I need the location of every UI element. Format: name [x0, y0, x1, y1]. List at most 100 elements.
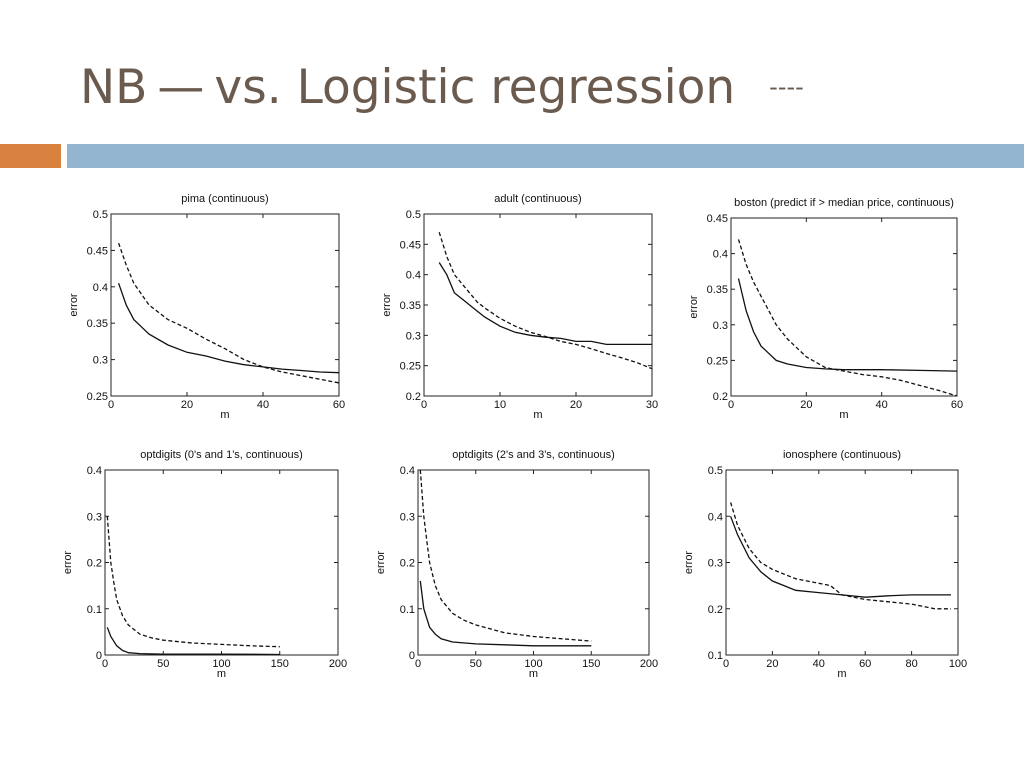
- chart-title: optdigits (2's and 3's, continuous): [452, 449, 615, 461]
- y-tick-label: 0.25: [400, 361, 421, 373]
- y-tick-label: 0.4: [713, 249, 728, 261]
- series-line-solid: [106, 627, 280, 656]
- y-tick-label: 0.4: [400, 465, 415, 477]
- y-tick-label: 0.25: [87, 391, 108, 403]
- series-line-dashed: [419, 469, 592, 642]
- series-line-solid: [737, 278, 958, 372]
- y-tick-label: 0.45: [87, 245, 108, 257]
- plot-frame: [423, 213, 653, 397]
- x-tick-label: 0: [415, 658, 421, 670]
- y-tick-label: 0.3: [400, 511, 415, 523]
- x-axis-label: m: [217, 668, 226, 680]
- chart-panel: [725, 469, 959, 656]
- x-tick-label: 60: [951, 399, 963, 411]
- chart-panel: [423, 213, 653, 397]
- x-tick-label: 200: [640, 658, 658, 670]
- y-tick-label: 0.3: [708, 558, 723, 570]
- x-tick-label: 20: [766, 658, 778, 670]
- x-tick-label: 150: [582, 658, 600, 670]
- x-tick-label: 0: [723, 658, 729, 670]
- x-tick-label: 30: [646, 399, 658, 411]
- title-nb: NB: [80, 59, 148, 115]
- title-vs-logistic: vs. Logistic regression: [214, 59, 736, 115]
- x-tick-label: 100: [524, 658, 542, 670]
- x-tick-label: 20: [800, 399, 812, 411]
- chart-title: pima (continuous): [181, 193, 268, 205]
- y-tick-label: 0.4: [87, 465, 102, 477]
- y-tick-label: 0.3: [93, 355, 108, 367]
- y-tick-label: 0.5: [93, 209, 108, 221]
- accent-bar-blue: [67, 144, 1024, 168]
- y-tick-label: 0.2: [713, 391, 728, 403]
- x-tick-label: 50: [157, 658, 169, 670]
- y-tick-label: 0.35: [707, 284, 728, 296]
- y-tick-label: 0.3: [713, 320, 728, 332]
- series-line-solid: [438, 262, 652, 346]
- x-tick-label: 40: [813, 658, 825, 670]
- plot-frame: [417, 469, 650, 656]
- plot-frame: [730, 217, 958, 397]
- y-tick-label: 0.3: [406, 330, 421, 342]
- plot-frame: [110, 213, 340, 397]
- title-tail: ----: [769, 73, 804, 101]
- x-tick-label: 150: [271, 658, 289, 670]
- slide-title: NB — vs. Logistic regression ----: [80, 52, 814, 122]
- y-tick-label: 0: [96, 650, 102, 662]
- y-tick-label: 0.1: [87, 604, 102, 616]
- y-axis-label: error: [381, 293, 393, 317]
- y-tick-label: 0.2: [708, 604, 723, 616]
- plot-frame: [104, 469, 339, 656]
- y-tick-label: 0.2: [400, 558, 415, 570]
- y-tick-label: 0.1: [708, 650, 723, 662]
- y-tick-label: 0.45: [707, 213, 728, 225]
- x-tick-label: 0: [728, 399, 734, 411]
- y-axis-label: error: [683, 551, 695, 575]
- y-tick-label: 0.4: [93, 282, 108, 294]
- x-tick-label: 60: [859, 658, 871, 670]
- chart-title: ionosphere (continuous): [783, 449, 901, 461]
- x-tick-label: 40: [257, 399, 269, 411]
- series-line-solid: [419, 580, 592, 647]
- x-tick-label: 50: [470, 658, 482, 670]
- x-tick-label: 20: [181, 399, 193, 411]
- x-tick-label: 40: [876, 399, 888, 411]
- x-tick-label: 20: [570, 399, 582, 411]
- y-axis-label: error: [688, 295, 700, 319]
- series-line-solid: [729, 516, 951, 598]
- x-tick-label: 100: [212, 658, 230, 670]
- x-tick-label: 100: [949, 658, 967, 670]
- x-tick-label: 0: [421, 399, 427, 411]
- series-line-dashed: [106, 516, 280, 648]
- x-tick-label: 0: [102, 658, 108, 670]
- y-tick-label: 0.25: [707, 355, 728, 367]
- accent-bar-orange: [0, 144, 61, 168]
- chart-panel: [417, 469, 650, 656]
- chart-panel: [110, 213, 340, 397]
- series-line-dashed: [729, 502, 951, 610]
- x-axis-label: m: [533, 409, 542, 421]
- x-axis-label: m: [837, 668, 846, 680]
- y-tick-label: 0: [409, 650, 415, 662]
- y-tick-label: 0.2: [406, 391, 421, 403]
- y-tick-label: 0.4: [708, 511, 723, 523]
- x-tick-label: 60: [333, 399, 345, 411]
- chart-title: boston (predict if > median price, conti…: [734, 197, 954, 209]
- y-tick-label: 0.2: [87, 558, 102, 570]
- chart-title: adult (continuous): [494, 193, 581, 205]
- y-tick-label: 0.35: [400, 300, 421, 312]
- chart-panel: [730, 217, 958, 397]
- chart-title: optdigits (0's and 1's, continuous): [140, 449, 303, 461]
- series-line-dashed: [438, 232, 653, 370]
- x-tick-label: 200: [329, 658, 347, 670]
- y-tick-label: 0.35: [87, 318, 108, 330]
- plot-frame: [725, 469, 959, 656]
- series-line-solid: [117, 282, 340, 374]
- y-axis-label: error: [68, 293, 80, 317]
- series-line-dashed: [737, 239, 958, 397]
- y-tick-label: 0.1: [400, 604, 415, 616]
- y-tick-label: 0.3: [87, 511, 102, 523]
- y-tick-label: 0.4: [406, 270, 421, 282]
- y-axis-label: error: [62, 551, 74, 575]
- chart-panel: [104, 469, 339, 656]
